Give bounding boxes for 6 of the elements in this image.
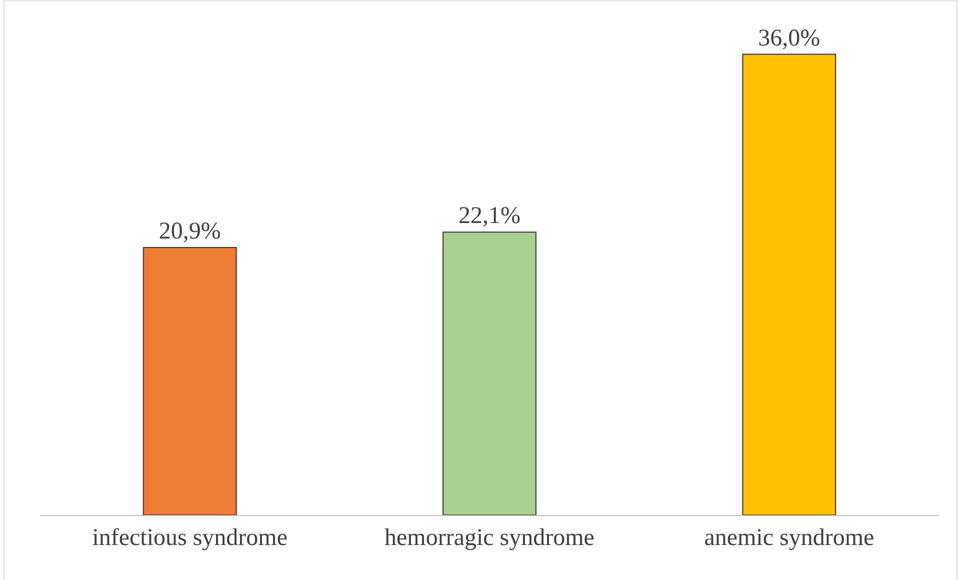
data-label: 36,0% xyxy=(758,25,820,52)
data-label: 22,1% xyxy=(458,203,520,230)
x-tick-label: infectious syndrome xyxy=(92,524,288,551)
x-tick-label: anemic syndrome xyxy=(704,524,874,551)
x-tick-label: hemorragic syndrome xyxy=(384,524,594,551)
data-label: 20,9% xyxy=(158,218,221,245)
